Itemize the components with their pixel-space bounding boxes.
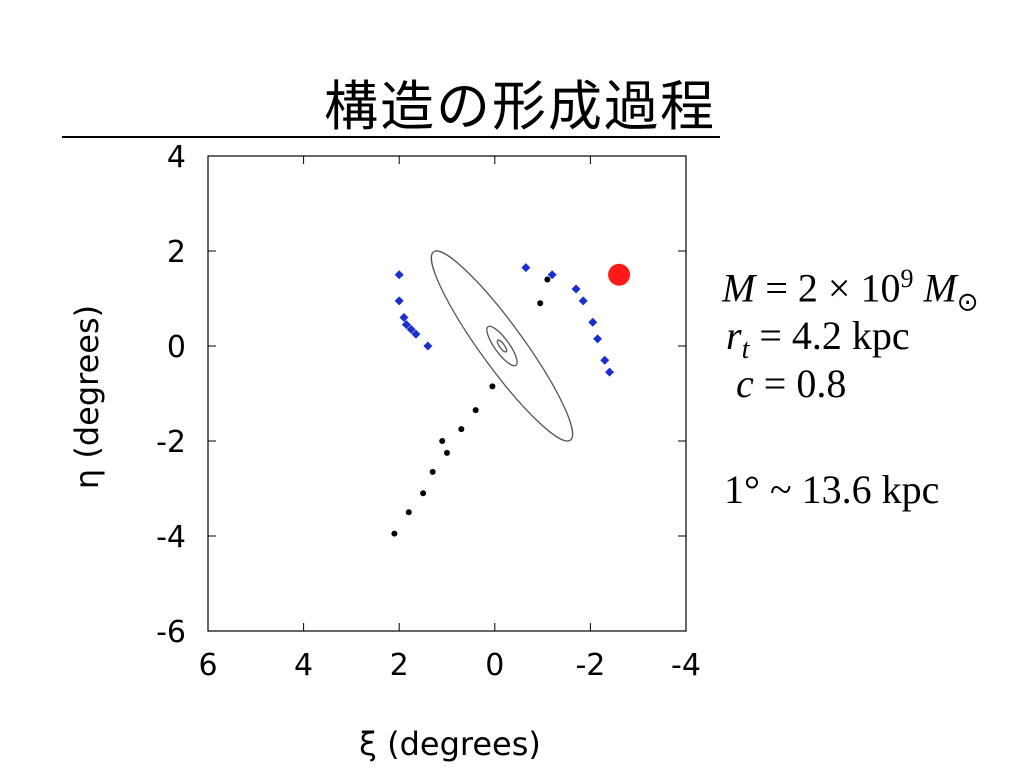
data-point-blue <box>600 355 610 365</box>
data-point-black <box>537 300 544 307</box>
c-value: = 0.8 <box>753 361 847 406</box>
data-point-blue <box>521 263 531 273</box>
scale-value: ~ 13.6 kpc <box>760 467 940 512</box>
data-point-black <box>458 426 465 433</box>
param-mass: M = 2 × 109 M⊙ <box>722 264 979 317</box>
data-point-black <box>444 449 450 456</box>
data-point-black <box>489 383 496 390</box>
y-tick-label: -6 <box>156 615 186 650</box>
rt-value: = 4.2 kpc <box>749 313 910 358</box>
data-point-red <box>608 263 631 286</box>
data-point-blue <box>423 341 433 351</box>
data-point-black <box>405 509 412 516</box>
rt-symbol: r <box>726 313 742 358</box>
tick-labels: 6 4 2 0 -2 -4 4 2 0 -2 -4 -6 <box>156 140 701 683</box>
x-axis-label: ξ (degrees) <box>359 725 541 763</box>
data-point-blue <box>578 296 588 306</box>
param-scale: 1° ~ 13.6 kpc <box>724 466 939 513</box>
mass-unit-sub: ⊙ <box>956 287 979 317</box>
data-point-black <box>544 276 551 283</box>
param-tidal-radius: rt = 4.2 kpc <box>726 312 910 366</box>
title-divider <box>62 136 720 138</box>
data-point-black <box>391 530 398 537</box>
contour-ellipses <box>430 250 574 442</box>
y-tick-label: 0 <box>167 330 186 365</box>
data-point-blue <box>399 313 409 322</box>
data-point-blue <box>394 270 404 280</box>
slide-title: 構造の形成過程 <box>324 75 716 138</box>
data-point-blue <box>605 367 615 377</box>
param-concentration: c = 0.8 <box>736 360 846 407</box>
y-axis-label: η (degrees) <box>68 305 106 489</box>
scale-degree: 1° <box>724 467 760 512</box>
data-point-blue <box>406 324 416 334</box>
x-tick-label: 6 <box>198 648 217 683</box>
contour-ellipse <box>486 325 518 367</box>
y-tick-label: 4 <box>167 140 186 175</box>
mass-exponent: 9 <box>900 264 914 293</box>
x-tick-label: 4 <box>294 648 313 683</box>
contour-ellipse <box>496 339 508 353</box>
data-point-blue <box>411 329 421 339</box>
data-point-blue <box>571 284 581 294</box>
mass-symbol: M <box>722 265 756 311</box>
y-tick-label: 2 <box>167 235 186 270</box>
x-tick-label: 2 <box>390 648 409 683</box>
c-symbol: c <box>736 361 754 406</box>
data-points <box>391 263 631 537</box>
mass-unit-symbol: M <box>913 265 957 311</box>
plot-frame <box>207 155 687 632</box>
mass-equation: = 2 × 10 <box>755 265 901 311</box>
data-point-black <box>429 468 436 475</box>
data-point-black <box>420 490 427 497</box>
data-point-black <box>472 407 479 414</box>
x-tick-label: 0 <box>485 648 504 683</box>
rt-sub: t <box>741 334 750 365</box>
y-tick-label: -4 <box>156 520 186 555</box>
x-tick-label: -2 <box>575 648 605 683</box>
data-point-blue <box>547 270 557 280</box>
y-tick-label: -2 <box>156 425 186 460</box>
data-point-blue <box>401 320 411 330</box>
contour-ellipse <box>430 250 574 442</box>
data-point-black <box>439 438 446 444</box>
data-point-blue <box>593 334 603 344</box>
axes-frame <box>207 155 687 632</box>
data-point-blue <box>588 317 598 327</box>
x-tick-label: -4 <box>671 648 701 683</box>
data-point-blue <box>394 296 404 306</box>
